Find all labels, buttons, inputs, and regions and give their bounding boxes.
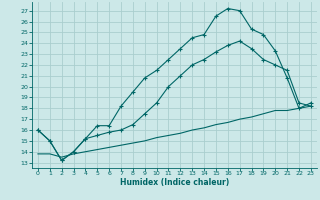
X-axis label: Humidex (Indice chaleur): Humidex (Indice chaleur) (120, 178, 229, 187)
